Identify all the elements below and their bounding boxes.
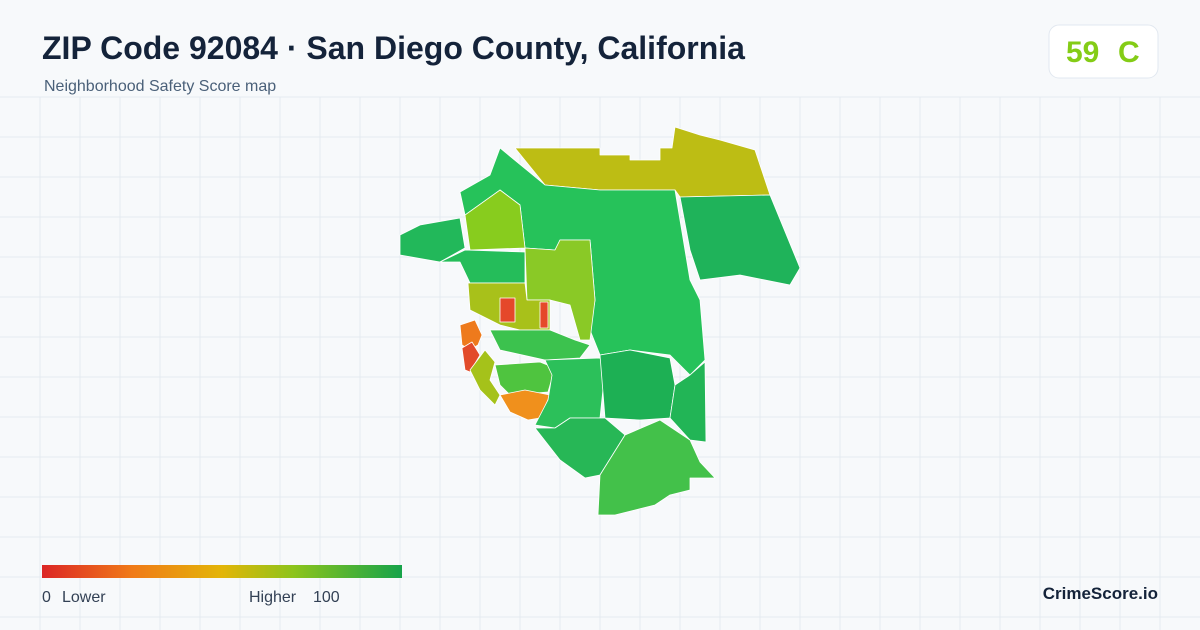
- background-grid: [0, 96, 1200, 630]
- legend-max: 100: [313, 589, 340, 606]
- neighborhood: [489, 329, 591, 361]
- neighborhood: [499, 297, 516, 323]
- legend-scale: [42, 565, 402, 578]
- neighborhood: [679, 194, 801, 286]
- neighborhood: [399, 217, 466, 263]
- brand: CrimeScore.io: [1043, 584, 1158, 603]
- legend-min-label: Lower: [62, 589, 106, 606]
- neighborhood: [494, 361, 556, 396]
- legend-min: 0: [42, 589, 51, 606]
- neighborhood: [459, 319, 483, 351]
- legend-max-label: Higher: [249, 589, 297, 606]
- score-badge: [1048, 24, 1159, 79]
- grade: C: [1118, 36, 1140, 69]
- neighborhood: [539, 301, 549, 329]
- subtitle: Neighborhood Safety Score map: [44, 78, 276, 95]
- neighborhood: [599, 349, 676, 421]
- neighborhood: [469, 349, 501, 406]
- score: 59: [1066, 36, 1099, 69]
- neighborhood: [597, 419, 716, 516]
- zip-map: [399, 126, 801, 516]
- neighborhood: [464, 189, 526, 251]
- title: ZIP Code 92084 · San Diego County, Calif…: [42, 30, 745, 66]
